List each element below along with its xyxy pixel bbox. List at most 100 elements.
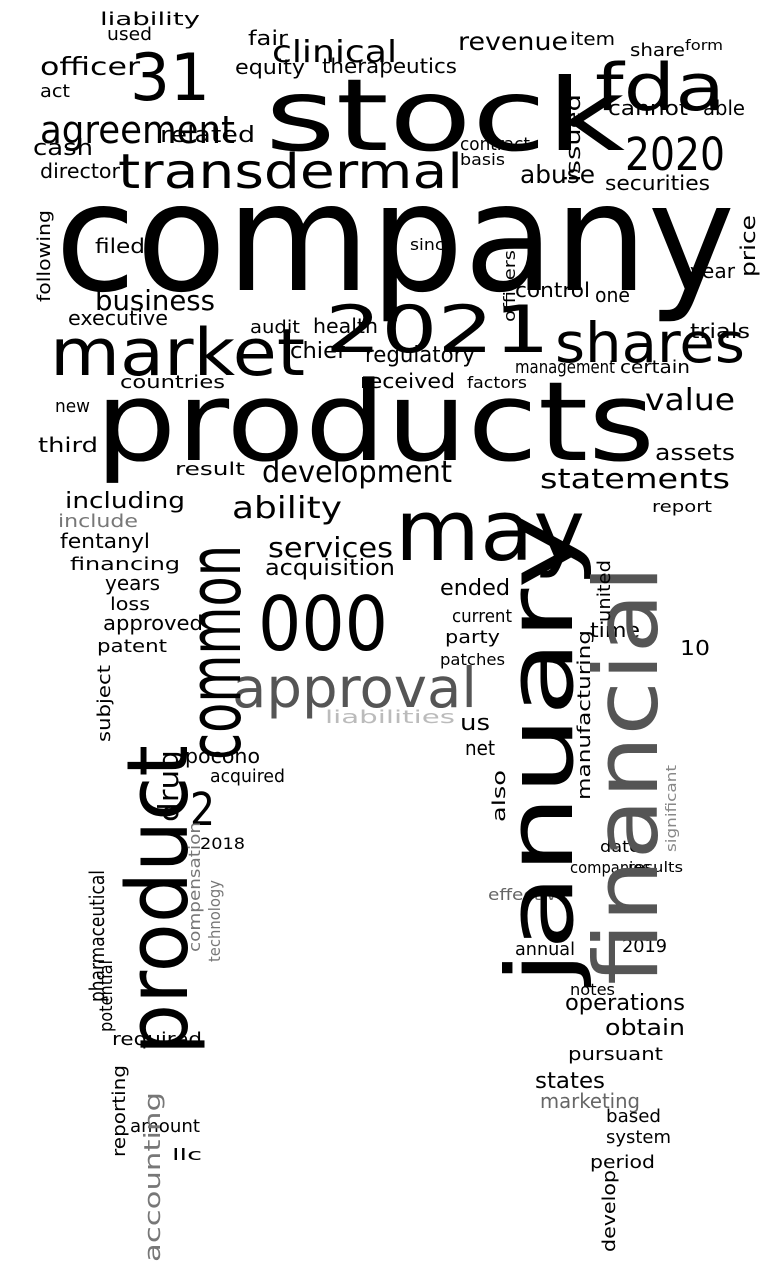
word: issued — [561, 94, 585, 182]
word: securities — [605, 171, 710, 195]
word: director — [40, 159, 121, 183]
word: acquisition — [265, 556, 395, 581]
word: patent — [97, 636, 167, 657]
word: 31 — [130, 41, 210, 116]
word: ability — [232, 491, 342, 526]
word: value — [645, 383, 735, 418]
word: approved — [103, 611, 203, 635]
word: significant — [664, 764, 680, 852]
word: used — [107, 24, 152, 45]
word: party — [445, 627, 500, 648]
word: operations — [565, 991, 685, 1016]
word: assets — [655, 441, 735, 466]
word: basis — [460, 150, 505, 169]
word: abuse — [520, 160, 595, 189]
word: third — [38, 433, 98, 457]
word: share — [630, 40, 685, 61]
word: trials — [690, 319, 750, 343]
word: financial — [575, 565, 678, 985]
word: united — [594, 560, 615, 622]
word: marketing — [540, 1089, 640, 1113]
word: cannot — [608, 96, 688, 120]
word: financing — [70, 554, 180, 575]
word: 2021 — [325, 293, 550, 368]
word: products — [95, 358, 655, 486]
word: new — [55, 396, 90, 417]
word: time — [590, 618, 640, 642]
word: states — [535, 1069, 605, 1094]
word: acquired — [210, 766, 285, 787]
word: product — [109, 745, 208, 1055]
word: also — [489, 770, 510, 822]
word: officers — [500, 250, 519, 322]
word: countries — [120, 372, 225, 393]
word: including — [65, 489, 185, 514]
word: date — [600, 837, 640, 856]
word: received — [360, 369, 455, 393]
word: period — [590, 1152, 655, 1173]
word: shares — [555, 311, 745, 375]
word: common — [173, 545, 257, 760]
word: act — [40, 81, 70, 102]
word: pharmaceutical — [85, 870, 109, 1002]
word: agreement — [40, 108, 235, 152]
word: subject — [94, 665, 115, 742]
word: transdermal — [118, 144, 463, 200]
word: llc — [172, 1145, 202, 1164]
word: 10 — [680, 636, 710, 660]
word: reporting — [109, 1065, 130, 1157]
word: year — [690, 259, 736, 283]
word: pursuant — [568, 1044, 663, 1065]
word: 2018 — [200, 834, 245, 853]
word: years — [105, 571, 160, 595]
word: since — [410, 235, 455, 254]
word: companies — [570, 858, 650, 877]
word: based — [606, 1106, 661, 1127]
word: equity — [235, 55, 305, 79]
word: fda — [595, 51, 725, 126]
word: chief — [290, 339, 346, 364]
word: able — [703, 96, 745, 120]
word: business — [95, 284, 215, 317]
word: pocono — [185, 744, 260, 768]
word: required — [112, 1029, 202, 1050]
word: notes — [570, 980, 615, 999]
word: liability — [100, 9, 201, 30]
word: company — [55, 152, 735, 326]
word: 2 — [190, 783, 215, 836]
word: may — [395, 482, 585, 581]
word: health — [313, 314, 378, 338]
word: amount — [130, 1116, 200, 1137]
word: current — [452, 606, 512, 627]
word: ended — [440, 576, 510, 601]
word: factors — [467, 373, 527, 392]
word: management — [515, 357, 615, 378]
word: services — [268, 531, 393, 564]
word: statements — [540, 462, 730, 495]
word: audit — [250, 317, 300, 338]
word: include — [58, 511, 138, 532]
word: related — [160, 123, 255, 148]
word: system — [606, 1127, 671, 1148]
word: one — [595, 283, 630, 307]
word: effective — [488, 885, 568, 904]
word: annual — [515, 939, 575, 960]
word: patches — [440, 650, 505, 669]
word: obtain — [605, 1016, 685, 1041]
word: approval — [232, 656, 477, 720]
word: certain — [620, 357, 690, 378]
word: technology — [205, 880, 224, 962]
word: fentanyl — [60, 529, 150, 553]
word: us — [460, 711, 490, 736]
word: cash — [33, 136, 93, 161]
word: form — [685, 38, 723, 54]
word: stock — [265, 57, 625, 174]
word: manufacturing — [574, 630, 595, 800]
word: 2019 — [622, 936, 667, 957]
word: item — [570, 29, 615, 50]
word: liabilities — [325, 707, 455, 728]
word: contract — [460, 134, 530, 155]
word: result — [175, 459, 245, 480]
